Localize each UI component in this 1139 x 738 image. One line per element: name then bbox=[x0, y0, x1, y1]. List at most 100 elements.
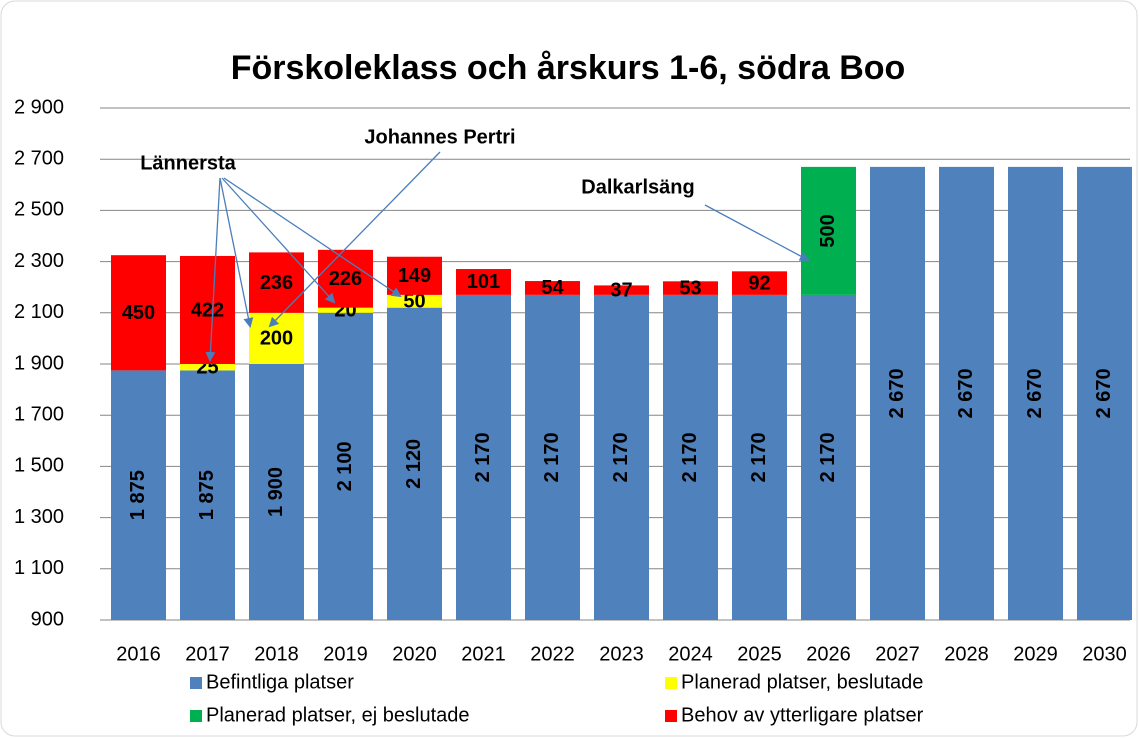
x-tick-label: 2020 bbox=[392, 643, 437, 665]
y-tick-label: 2 900 bbox=[14, 96, 64, 118]
x-tick-label: 2029 bbox=[1013, 643, 1058, 665]
x-tick-label: 2024 bbox=[668, 643, 713, 665]
data-label: 2 670 bbox=[886, 368, 908, 418]
bar-segment bbox=[525, 294, 580, 620]
data-label: 236 bbox=[260, 272, 293, 294]
legend-label: Befintliga platser bbox=[206, 671, 354, 693]
data-label: 2 670 bbox=[1024, 368, 1046, 418]
bar-segment bbox=[594, 294, 649, 620]
annotation-arrow bbox=[219, 177, 254, 328]
y-tick-label: 1 300 bbox=[14, 506, 64, 528]
plot-area: 900 1 100 1 300 1 500 1 700 1 900 2 100 2 300 2 … bbox=[14, 96, 1132, 726]
legend-swatch bbox=[665, 710, 677, 722]
annotations: Lännersta Johannes Pertri Dalkarlsäng bbox=[140, 126, 810, 362]
legend-swatch bbox=[190, 710, 202, 722]
legend-swatch bbox=[190, 677, 202, 689]
bar-segment bbox=[111, 255, 166, 371]
data-label: 200 bbox=[260, 328, 293, 350]
bar-segment bbox=[801, 166, 856, 295]
data-label: 149 bbox=[398, 265, 431, 287]
chart-title: Förskoleklass och årskurs 1-6, södra Boo bbox=[231, 49, 906, 87]
data-label: 2 170 bbox=[748, 432, 770, 482]
bar-segment bbox=[732, 271, 787, 295]
annotation-arrow bbox=[268, 151, 441, 328]
data-label: 101 bbox=[467, 271, 500, 293]
annotation-arrow bbox=[223, 177, 402, 298]
annotation: Johannes Pertri bbox=[364, 126, 515, 148]
bar-segment bbox=[180, 364, 235, 371]
x-tick-label: 2016 bbox=[116, 643, 161, 665]
legend-label: Planerad platser, beslutade bbox=[681, 671, 923, 693]
x-tick-label: 2017 bbox=[185, 643, 230, 665]
bar-segment bbox=[594, 285, 649, 295]
bar-segment bbox=[663, 294, 718, 620]
data-label: 1 900 bbox=[265, 467, 287, 517]
bar-segment bbox=[870, 166, 925, 620]
bar-segment bbox=[456, 269, 511, 295]
legend-swatch bbox=[665, 677, 677, 689]
data-label: 2 120 bbox=[403, 439, 425, 489]
annotation-arrow bbox=[221, 177, 336, 304]
annotation-arrow bbox=[205, 177, 221, 362]
y-tick-label: 2 300 bbox=[14, 250, 64, 272]
y-tick-label: 1 100 bbox=[14, 557, 64, 579]
legend-label: Planerad platser, ej beslutade bbox=[206, 704, 470, 726]
x-tick-label: 2028 bbox=[944, 643, 989, 665]
annotation: Dalkarlsäng bbox=[581, 176, 694, 198]
data-label: 53 bbox=[679, 277, 701, 299]
data-label: 450 bbox=[122, 302, 155, 324]
x-tick-label: 2030 bbox=[1082, 643, 1127, 665]
bar-segment bbox=[180, 370, 235, 620]
bar-segment bbox=[318, 312, 373, 620]
bar-segment bbox=[111, 370, 166, 620]
data-label: 50 bbox=[403, 291, 425, 313]
bar-segment bbox=[318, 307, 373, 313]
bar-segment bbox=[939, 166, 994, 620]
annotation-arrow bbox=[704, 204, 810, 261]
x-tick-label: 2026 bbox=[806, 643, 851, 665]
data-label: 1 875 bbox=[196, 470, 218, 520]
bar-segment bbox=[456, 294, 511, 620]
x-tick-label: 2018 bbox=[254, 643, 299, 665]
x-tick-label: 2025 bbox=[737, 643, 782, 665]
data-label: 2 170 bbox=[679, 432, 701, 482]
bar-segment bbox=[387, 307, 442, 620]
data-label: 2 170 bbox=[817, 432, 839, 482]
x-tick-label: 2022 bbox=[530, 643, 575, 665]
y-tick-label: 2 700 bbox=[14, 147, 64, 169]
bar-segment bbox=[180, 255, 235, 364]
bar-segment bbox=[249, 364, 304, 620]
bar-segment bbox=[732, 294, 787, 620]
y-tick-label: 1 700 bbox=[14, 403, 64, 425]
x-tick-label: 2019 bbox=[323, 643, 368, 665]
legend-label: Behov av ytterligare platser bbox=[681, 704, 924, 726]
data-label: 2 670 bbox=[955, 368, 977, 418]
data-label: 2 100 bbox=[334, 441, 356, 491]
annotation: Lännersta bbox=[140, 152, 236, 174]
data-label: 2 170 bbox=[610, 432, 632, 482]
data-label: 92 bbox=[748, 272, 770, 294]
x-tick-label: 2027 bbox=[875, 643, 920, 665]
bar-segment bbox=[387, 294, 442, 308]
bar-segment bbox=[663, 281, 718, 295]
bar-segment bbox=[1008, 166, 1063, 620]
bar-segment bbox=[1077, 166, 1132, 620]
y-tick-label: 1 900 bbox=[14, 352, 64, 374]
x-tick-label: 2021 bbox=[461, 643, 506, 665]
data-label: 1 875 bbox=[127, 470, 149, 520]
x-tick-label: 2023 bbox=[599, 643, 644, 665]
y-tick-label: 900 bbox=[31, 608, 64, 630]
y-tick-label: 2 100 bbox=[14, 301, 64, 323]
data-label: 37 bbox=[610, 279, 632, 301]
data-label: 500 bbox=[817, 214, 839, 247]
data-label: 2 670 bbox=[1093, 368, 1115, 418]
data-label: 422 bbox=[191, 299, 224, 321]
data-label: 54 bbox=[541, 277, 564, 299]
bar-segment bbox=[525, 281, 580, 295]
bar-segment bbox=[249, 252, 304, 313]
data-label: 226 bbox=[329, 268, 362, 290]
bar-segment bbox=[801, 294, 856, 620]
y-tick-label: 1 500 bbox=[14, 455, 64, 477]
data-label: 2 170 bbox=[541, 432, 563, 482]
